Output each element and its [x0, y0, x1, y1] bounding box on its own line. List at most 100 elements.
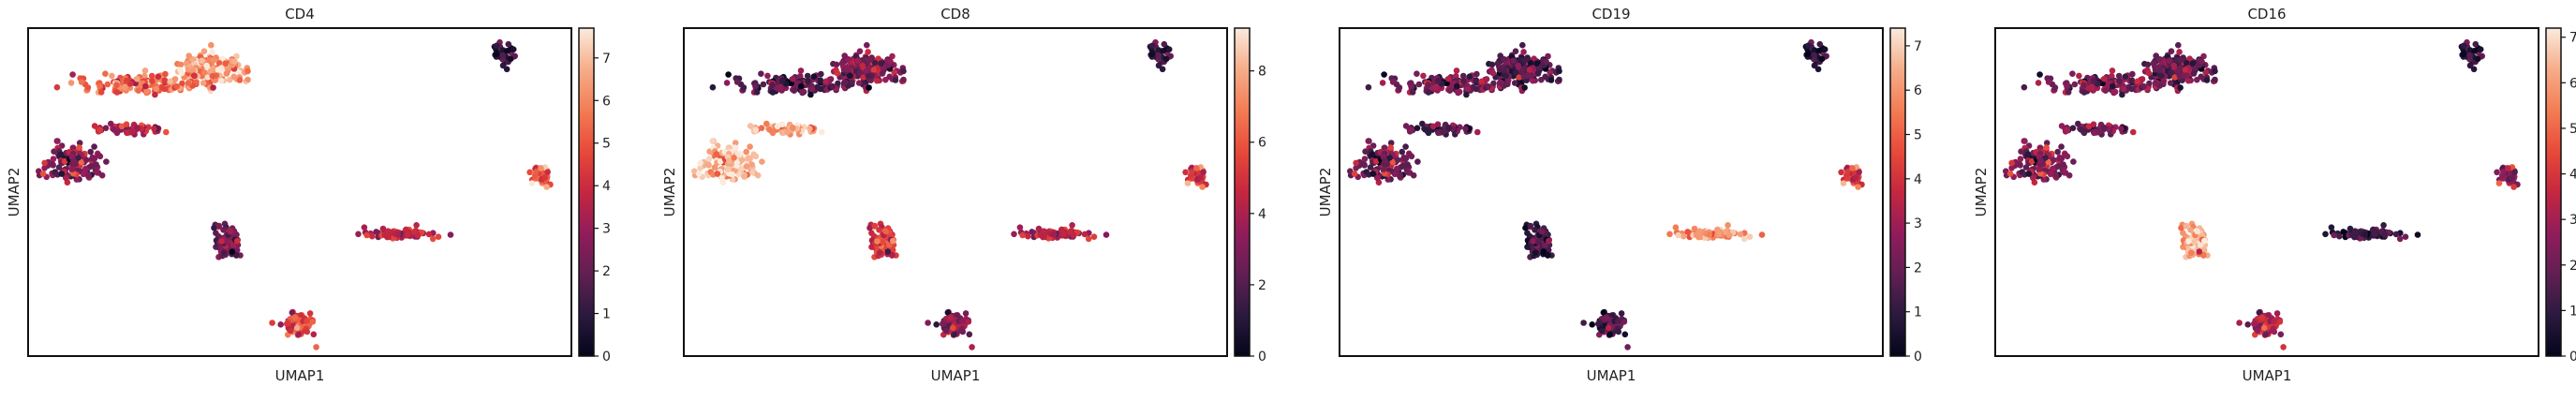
point — [947, 314, 955, 320]
point — [697, 165, 703, 171]
point — [213, 230, 219, 236]
point — [1478, 78, 1486, 85]
point — [2331, 231, 2337, 239]
point — [229, 248, 236, 255]
point — [2255, 327, 2261, 335]
cluster-c9 — [269, 308, 319, 350]
point — [2328, 224, 2335, 231]
point — [847, 72, 853, 79]
point — [309, 319, 317, 325]
point — [1856, 169, 1862, 175]
point — [1621, 331, 1629, 338]
point — [778, 121, 786, 127]
colorbar-tick-label: 3 — [602, 222, 611, 237]
point — [884, 248, 892, 255]
point — [1850, 170, 1858, 176]
point — [1405, 169, 1412, 176]
point — [1069, 222, 1075, 229]
point — [944, 309, 952, 316]
point — [223, 70, 230, 77]
point — [1360, 160, 1368, 168]
point — [900, 67, 907, 75]
point — [208, 41, 215, 49]
point — [1090, 233, 1098, 240]
point — [1605, 324, 1612, 332]
point — [2509, 174, 2515, 181]
point — [1440, 128, 1446, 136]
point — [1189, 169, 1195, 175]
point — [2035, 80, 2042, 86]
point — [355, 231, 362, 238]
point — [1182, 169, 1189, 176]
point — [134, 125, 141, 131]
point — [1672, 224, 1680, 231]
point — [854, 57, 861, 65]
point — [1353, 159, 1359, 167]
panel-title: CD8 — [940, 6, 970, 22]
point — [1524, 230, 1531, 236]
point — [415, 231, 422, 239]
point — [732, 140, 739, 146]
point — [763, 120, 770, 127]
point — [200, 80, 207, 86]
point — [1556, 76, 1562, 83]
point — [807, 91, 814, 98]
point — [2036, 166, 2043, 172]
point — [1545, 252, 1551, 259]
point — [2236, 320, 2243, 326]
point — [49, 160, 56, 168]
colorbar-tick-label: 6 — [1914, 83, 1922, 98]
point — [2198, 58, 2205, 65]
point — [124, 77, 130, 84]
point — [1496, 80, 1503, 86]
point — [805, 78, 811, 84]
point — [1805, 42, 1812, 49]
point — [1369, 151, 1376, 157]
point — [1740, 235, 1748, 243]
colorbar-tick-label: 4 — [602, 179, 611, 194]
point — [2050, 156, 2057, 163]
point — [507, 55, 514, 63]
point — [799, 87, 806, 95]
point — [2069, 70, 2076, 77]
point — [2271, 328, 2278, 335]
point — [123, 121, 130, 127]
point — [2396, 235, 2404, 243]
point — [1155, 62, 1162, 69]
point — [726, 157, 733, 164]
point — [2169, 69, 2175, 76]
point — [148, 72, 155, 80]
point — [373, 229, 379, 235]
point — [2043, 140, 2050, 146]
point — [2168, 48, 2175, 54]
point — [1149, 42, 1156, 49]
point — [962, 310, 970, 317]
point — [76, 140, 83, 146]
point — [777, 84, 784, 91]
point — [1533, 60, 1540, 67]
point — [1758, 231, 1766, 238]
point — [949, 324, 956, 332]
point — [152, 91, 158, 98]
point — [810, 73, 818, 80]
point — [1462, 126, 1469, 132]
point — [1353, 165, 1359, 171]
point — [868, 230, 875, 236]
point — [1367, 164, 1374, 171]
point — [1804, 51, 1811, 58]
point — [1503, 72, 1509, 79]
point — [233, 52, 240, 60]
point — [1445, 75, 1452, 82]
point — [1473, 85, 1479, 93]
point — [1025, 232, 1031, 240]
point — [1538, 228, 1545, 235]
point — [959, 328, 967, 335]
point — [876, 249, 883, 257]
point — [2466, 52, 2473, 59]
point — [747, 143, 753, 150]
point — [76, 144, 82, 151]
point — [1041, 228, 1047, 234]
point — [808, 85, 816, 93]
point — [2119, 91, 2125, 98]
point — [2506, 170, 2513, 176]
